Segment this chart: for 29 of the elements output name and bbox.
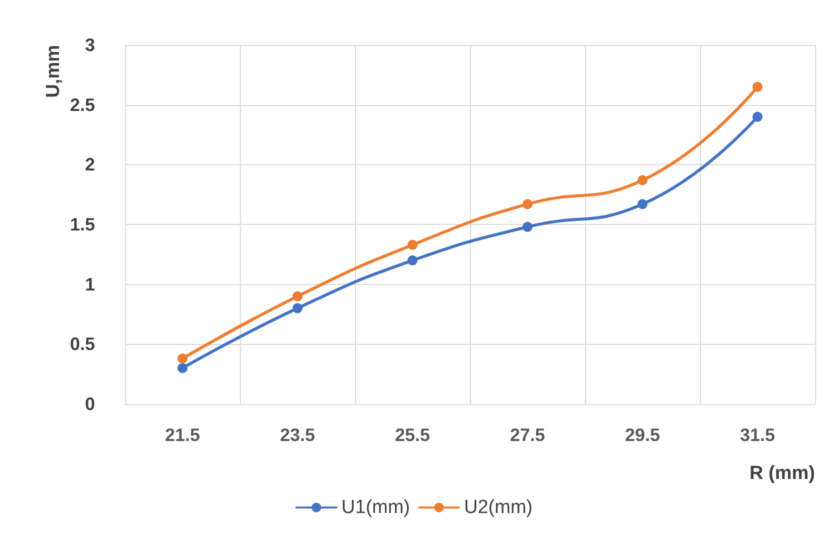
y-tick-label: 0.5	[70, 334, 95, 354]
y-tick-label: 2	[84, 154, 95, 175]
point	[178, 354, 188, 364]
x-axis-title: R (mm)	[750, 463, 815, 484]
y-tick-label: 3	[84, 35, 95, 55]
point	[292, 303, 302, 314]
point	[522, 222, 532, 232]
point	[178, 363, 188, 374]
y-tick-label: 1	[84, 274, 95, 294]
legend-label: U1(mm)	[341, 497, 410, 518]
x-tick-label: 23.5	[280, 425, 316, 445]
y-tick-label: 0	[84, 394, 95, 414]
y-axis-title: U,mm	[43, 45, 64, 98]
point	[752, 112, 762, 122]
x-tick-label: 21.5	[164, 425, 200, 445]
point	[522, 199, 532, 210]
point	[292, 291, 302, 302]
x-tick-label: 31.5	[740, 425, 776, 445]
y-tick-label: 2.5	[70, 94, 95, 115]
x-tick-label: 29.5	[624, 425, 660, 445]
point	[752, 82, 762, 92]
point	[638, 199, 648, 210]
point	[408, 255, 418, 266]
legend-label: U2(mm)	[464, 497, 533, 518]
point	[638, 175, 648, 186]
y-tick-label: 1.5	[70, 214, 95, 234]
x-tick-label: 27.5	[510, 425, 546, 445]
x-tick-label: 25.5	[394, 425, 430, 445]
point	[408, 240, 418, 250]
